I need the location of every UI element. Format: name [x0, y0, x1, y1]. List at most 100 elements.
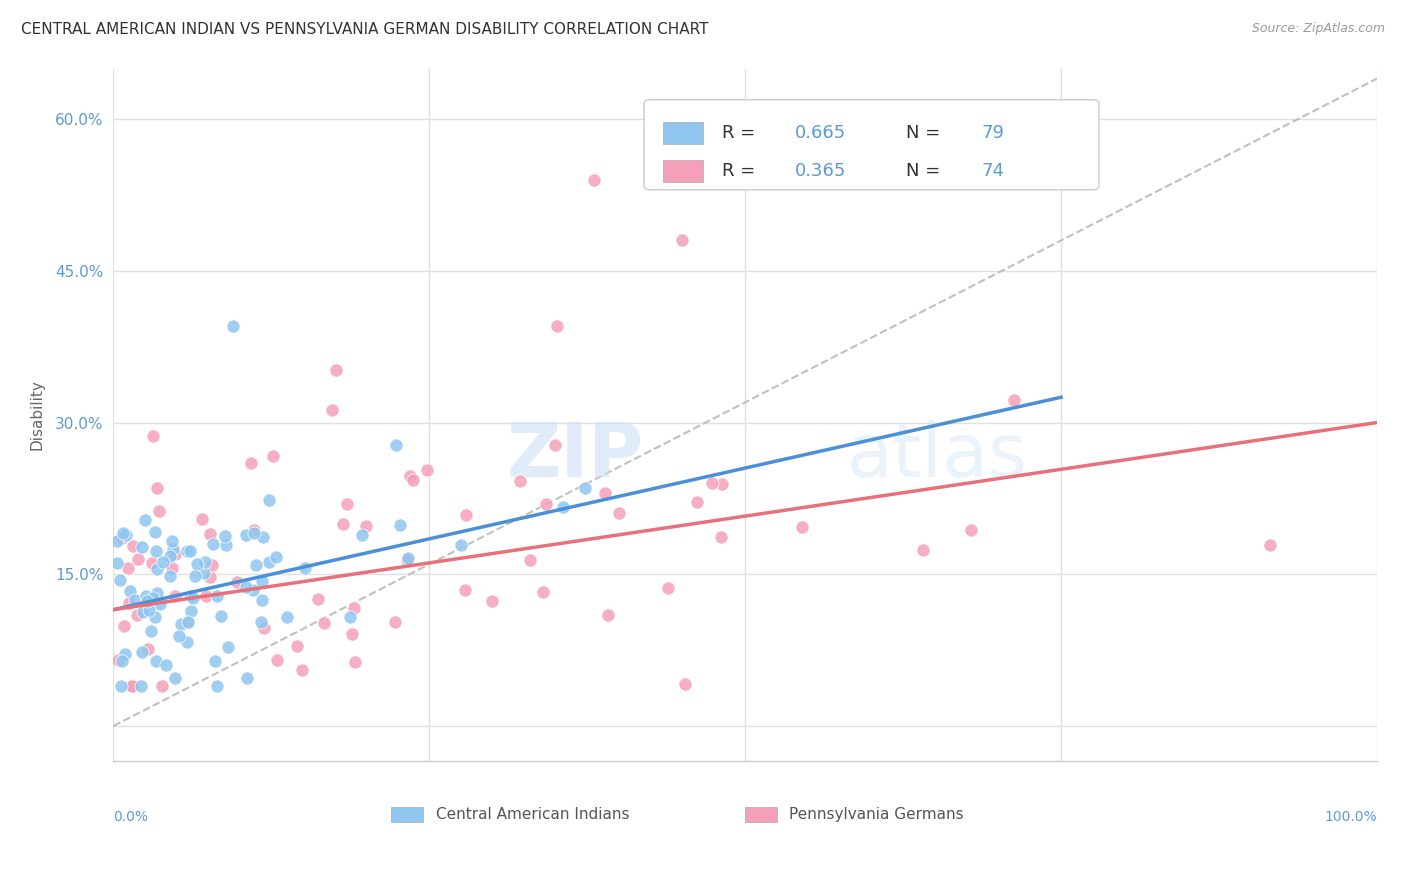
Text: 79: 79: [981, 124, 1004, 142]
Point: [135, 589, 157, 603]
Text: R =: R =: [723, 124, 762, 142]
Point: [673, 677, 696, 691]
Point: [114, 528, 136, 542]
Point: [235, 580, 257, 594]
Text: 0.365: 0.365: [794, 162, 846, 180]
Point: [120, 679, 142, 693]
Point: [176, 634, 198, 648]
Point: [176, 544, 198, 558]
Point: [598, 608, 620, 623]
Point: [252, 530, 274, 544]
Point: [163, 548, 186, 562]
Point: [138, 642, 160, 657]
Point: [225, 575, 247, 590]
Point: [127, 552, 149, 566]
Point: [163, 589, 186, 603]
Point: [215, 538, 238, 552]
Point: [169, 629, 191, 643]
Point: [148, 504, 170, 518]
Point: [239, 456, 262, 470]
Point: [127, 608, 149, 623]
Point: [118, 597, 141, 611]
Point: [344, 655, 367, 669]
Point: [201, 536, 224, 550]
Point: [110, 531, 132, 545]
Point: [111, 654, 134, 668]
Point: [388, 518, 411, 533]
Point: [177, 615, 200, 630]
Point: [138, 603, 160, 617]
Point: [544, 438, 567, 452]
Point: [519, 552, 541, 566]
Point: [162, 542, 184, 557]
Text: 0.665: 0.665: [794, 124, 845, 142]
Point: [343, 600, 366, 615]
Point: [700, 475, 723, 490]
Point: [184, 569, 207, 583]
Point: [657, 581, 679, 595]
Point: [250, 574, 273, 589]
Point: [122, 679, 145, 693]
Point: [191, 512, 214, 526]
Point: [264, 550, 287, 565]
Y-axis label: Disability: Disability: [30, 379, 44, 450]
Point: [214, 529, 236, 543]
Point: [336, 497, 359, 511]
Point: [143, 525, 166, 540]
Point: [152, 555, 174, 569]
Point: [117, 561, 139, 575]
Point: [352, 528, 374, 542]
Point: [396, 553, 419, 567]
Point: [149, 597, 172, 611]
Point: [108, 574, 131, 588]
Point: [141, 557, 163, 571]
Point: [209, 608, 232, 623]
Point: [243, 526, 266, 541]
Point: [294, 561, 316, 575]
Point: [276, 610, 298, 624]
Point: [671, 234, 693, 248]
Point: [356, 519, 378, 533]
Point: [582, 173, 605, 187]
Point: [124, 592, 146, 607]
Point: [131, 645, 153, 659]
Point: [120, 583, 142, 598]
Point: [205, 679, 228, 693]
Point: [193, 566, 215, 580]
Text: N =: N =: [905, 124, 946, 142]
Point: [159, 569, 181, 583]
Point: [159, 549, 181, 563]
FancyBboxPatch shape: [391, 807, 423, 822]
Point: [257, 555, 280, 569]
Point: [200, 570, 222, 584]
Point: [146, 586, 169, 600]
Point: [242, 583, 264, 598]
Point: [236, 671, 259, 685]
Text: Pennsylvania Germans: Pennsylvania Germans: [789, 807, 965, 822]
Point: [1002, 393, 1025, 408]
Point: [150, 679, 173, 693]
Point: [509, 474, 531, 488]
Text: atlas: atlas: [846, 420, 1028, 493]
FancyBboxPatch shape: [745, 807, 776, 822]
Point: [170, 617, 193, 632]
Point: [235, 528, 257, 542]
Text: Source: ZipAtlas.com: Source: ZipAtlas.com: [1251, 22, 1385, 36]
Point: [217, 640, 239, 655]
Point: [332, 516, 354, 531]
Point: [142, 428, 165, 442]
Text: 74: 74: [981, 162, 1004, 180]
Text: R =: R =: [723, 162, 762, 180]
Point: [321, 402, 343, 417]
Point: [912, 542, 935, 557]
Point: [194, 555, 217, 569]
Point: [710, 477, 733, 491]
Point: [198, 527, 221, 541]
Point: [131, 679, 153, 693]
Point: [162, 533, 184, 548]
Point: [1258, 538, 1281, 552]
Point: [325, 363, 347, 377]
Point: [384, 615, 406, 629]
Point: [105, 533, 128, 548]
Point: [143, 610, 166, 624]
